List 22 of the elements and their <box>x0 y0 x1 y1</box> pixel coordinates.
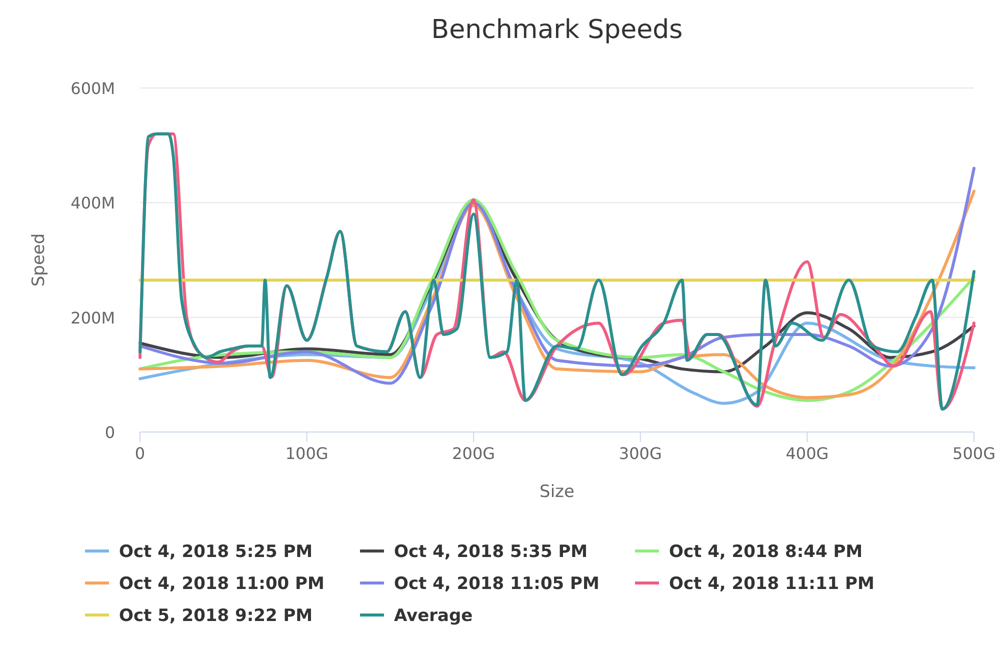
legend-label: Oct 4, 2018 5:35 PM <box>394 542 588 562</box>
x-tick-label: 100G <box>285 444 328 463</box>
x-axis-title: Size <box>540 482 574 502</box>
legend-label: Average <box>394 606 473 626</box>
chart-title: Benchmark Speeds <box>431 15 683 45</box>
x-tick-label: 500G <box>952 444 996 463</box>
legend-label: Oct 4, 2018 11:05 PM <box>394 574 600 594</box>
legend-label: Oct 4, 2018 8:44 PM <box>669 542 863 562</box>
x-tick-label: 0 <box>134 444 146 463</box>
x-tick-label: 200G <box>452 444 496 463</box>
y-tick-label: 200M <box>70 308 115 328</box>
legend-label: Oct 4, 2018 11:11 PM <box>669 574 874 594</box>
legend-label: Oct 4, 2018 5:25 PM <box>119 542 313 562</box>
y-tick-label: 600M <box>70 79 115 98</box>
x-tick-label: 400G <box>786 444 829 463</box>
x-tick-label: 300G <box>618 444 662 463</box>
line-series <box>138 132 976 411</box>
y-axis-title: Speed <box>29 233 49 287</box>
y-tick-label: 400M <box>70 194 115 213</box>
legend-label: Oct 4, 2018 11:00 PM <box>119 574 324 594</box>
legend-label: Oct 5, 2018 9:22 PM <box>119 606 313 626</box>
y-tick-label: 0 <box>104 423 115 442</box>
